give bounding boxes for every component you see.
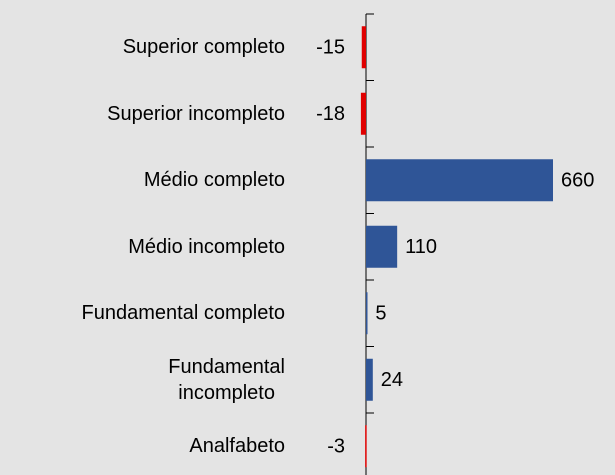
- value-label: -3: [327, 436, 345, 458]
- bar: [360, 92, 366, 135]
- bar: [361, 26, 366, 69]
- bar: [366, 225, 398, 268]
- category-label-box: Fundamental completo: [0, 300, 285, 326]
- category-label-box: Analfabeto: [0, 433, 285, 459]
- category-label-box: Médio incompleto: [0, 234, 285, 260]
- bar: [366, 159, 553, 202]
- category-label-box: Superior completo: [0, 34, 285, 60]
- bar: [366, 292, 368, 335]
- category-label: Fundamental incompleto: [168, 355, 285, 404]
- value-label: 24: [381, 369, 403, 391]
- category-label-box: Fundamental incompleto: [0, 354, 285, 406]
- category-label-box: Médio completo: [0, 167, 285, 193]
- category-label: Fundamental completo: [81, 302, 285, 325]
- category-label: Médio completo: [143, 169, 285, 192]
- value-label: 110: [405, 236, 437, 258]
- bar: [366, 358, 373, 401]
- category-label: Superior completo: [122, 36, 285, 59]
- value-label: 5: [375, 303, 386, 325]
- category-label: Superior incompleto: [107, 102, 285, 125]
- value-label: -15: [316, 37, 345, 59]
- category-label: Analfabeto: [189, 435, 285, 458]
- value-label: 660: [561, 170, 594, 192]
- value-label: -18: [316, 103, 345, 125]
- category-label-box: Superior incompleto: [0, 101, 285, 127]
- bar: [365, 425, 367, 468]
- category-label: Médio incompleto: [128, 235, 285, 258]
